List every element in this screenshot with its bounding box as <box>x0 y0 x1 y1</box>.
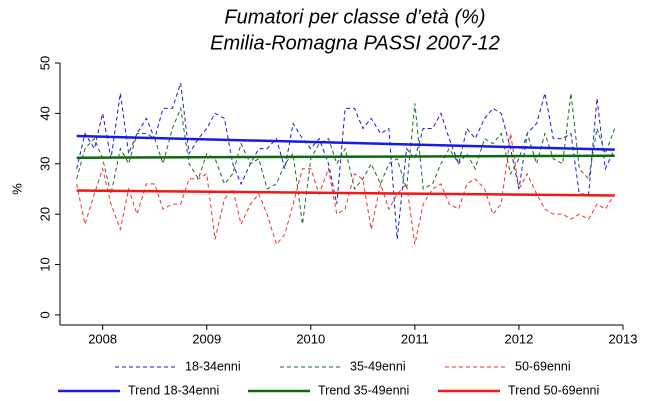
y-tick-label: 0 <box>37 311 52 318</box>
chart-title: Fumatori per classe d’età (%) <box>224 6 485 28</box>
legend-label: Trend 18-34enni <box>128 383 219 397</box>
legend-label: Trend 35-49enni <box>318 383 409 397</box>
trend-line <box>76 189 615 197</box>
y-tick-label: 10 <box>37 257 52 271</box>
data-line <box>76 133 616 246</box>
chart-subtitle: Emilia-Romagna PASSI 2007-12 <box>210 32 500 54</box>
y-axis-label: % <box>9 183 24 195</box>
x-tick-label: 2008 <box>88 331 117 346</box>
x-tick-label: 2012 <box>504 331 533 346</box>
y-tick-label: 40 <box>37 106 52 120</box>
data-line <box>76 82 616 240</box>
x-tick-label: 2009 <box>192 331 221 346</box>
legend-label: 18-34enni <box>185 359 241 373</box>
data-line <box>76 93 616 225</box>
x-tick-label: 2011 <box>401 331 429 346</box>
x-tick-label: 2010 <box>296 331 325 346</box>
legend-label: 50-69enni <box>515 359 571 373</box>
y-tick-label: 20 <box>37 207 52 221</box>
x-tick-label: 2013 <box>609 331 638 346</box>
trend-line <box>76 154 615 159</box>
legend-label: 35-49enni <box>350 359 406 373</box>
y-tick-label: 50 <box>37 56 52 70</box>
legend-label: Trend 50-69enni <box>508 383 599 397</box>
trend-line <box>76 134 615 151</box>
y-tick-label: 30 <box>37 157 52 171</box>
